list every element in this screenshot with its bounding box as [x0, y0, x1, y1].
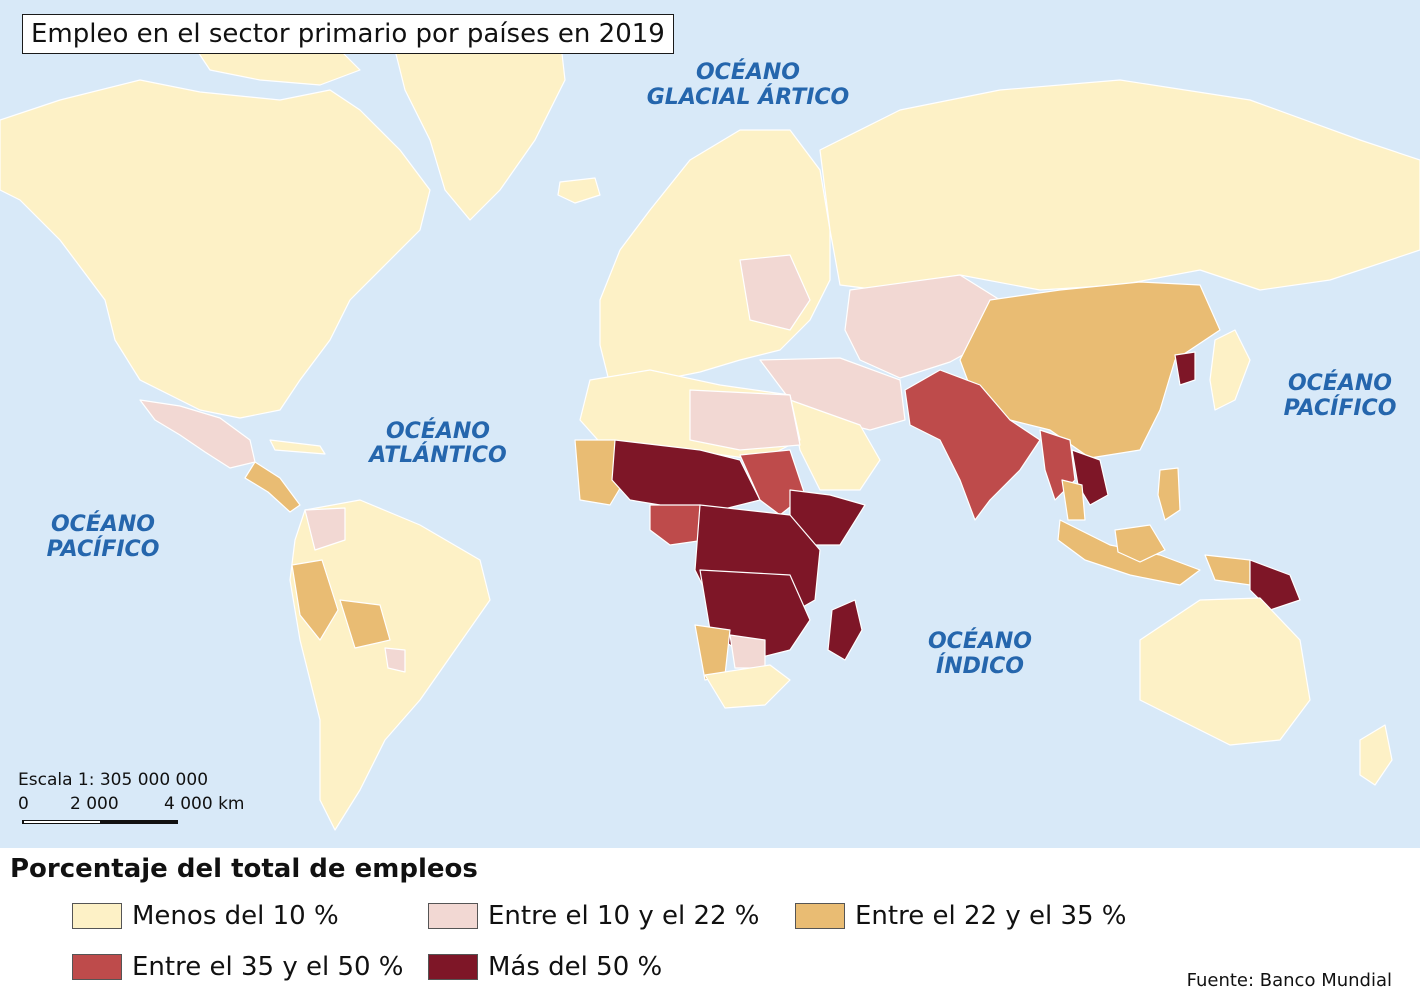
region-peru: [291, 559, 339, 641]
region-iceland: [557, 177, 601, 204]
legend-label: Menos del 10 %: [132, 901, 339, 931]
region-mexico: [139, 399, 256, 469]
scale-ticks: 0 2 000 4 000 km: [18, 794, 278, 824]
legend-label: Entre el 35 y el 50 %: [132, 952, 404, 982]
map-title: Empleo en el sector primario por países …: [22, 14, 674, 54]
atlantic-ocean-label-line1: OCÉANO: [386, 418, 490, 444]
ocean-labels: OCÉANO GLACIAL ÁRTICO OCÉANO ATLÁNTICO O…: [47, 59, 1397, 679]
legend-title: Porcentaje del total de empleos: [10, 854, 478, 884]
region-egypt-libya: [689, 389, 801, 451]
region-colombia: [304, 507, 346, 551]
map-panel: Empleo en el sector primario por países …: [0, 0, 1420, 848]
region-madagascar: [827, 599, 863, 661]
pacific-ocean-west-label-line1: OCÉANO: [51, 511, 155, 537]
legend-swatch: [72, 903, 122, 929]
world-map: [0, 29, 1420, 831]
region-west-africa: [574, 439, 626, 506]
legend-label: Entre el 22 y el 35 %: [855, 901, 1127, 931]
region-north-america: [0, 79, 431, 419]
scale-tick-4000: 4 000 km: [164, 794, 245, 814]
region-south-asia: [904, 369, 1041, 521]
region-bolivia: [339, 599, 391, 649]
region-arabia: [789, 399, 881, 491]
region-north-korea: [1174, 351, 1196, 386]
region-paraguay: [384, 647, 406, 673]
indian-ocean-label-line2: ÍNDICO: [936, 653, 1024, 679]
source-credit: Fuente: Banco Mundial: [1186, 970, 1392, 991]
region-new-zealand: [1359, 724, 1393, 786]
scale-label: Escala 1: 305 000 000: [18, 770, 209, 790]
region-japan: [1209, 329, 1251, 411]
region-nigeria: [649, 504, 706, 546]
region-borneo: [1114, 524, 1166, 563]
legend-item-22-35: Entre el 22 y el 35 %: [795, 901, 1127, 931]
legend-item-35-50: Entre el 35 y el 50 %: [72, 952, 404, 982]
region-central-america: [244, 461, 301, 513]
legend-swatch: [72, 954, 122, 980]
region-south-africa: [704, 664, 791, 709]
region-papua-new-guinea: [1249, 559, 1301, 611]
region-laos-cambodia: [1071, 449, 1109, 506]
scale-bar-block: Escala 1: 305 000 000 0 2 000 4 000 km: [18, 770, 278, 824]
pacific-ocean-east-label-line1: OCÉANO: [1288, 370, 1392, 396]
arctic-ocean-label-line1: OCÉANO: [696, 59, 800, 85]
scale-tick-0: 0: [18, 794, 29, 814]
pacific-ocean-east-label-line2: PACÍFICO: [1284, 395, 1397, 421]
legend-swatch: [428, 954, 478, 980]
legend-swatch: [428, 903, 478, 929]
region-central-asia: [844, 274, 1001, 379]
region-philippines: [1157, 467, 1181, 521]
legend-item-mas-50: Más del 50 %: [428, 952, 662, 982]
legend-label: Entre el 10 y el 22 %: [488, 901, 760, 931]
legend-label: Más del 50 %: [488, 952, 663, 982]
legend: Porcentaje del total de empleos Menos de…: [0, 848, 1420, 1001]
arctic-ocean-label-line2: GLACIAL ÁRTICO: [647, 84, 849, 110]
region-cuba: [269, 439, 326, 455]
scale-bar: [22, 820, 178, 824]
scale-bar-segment: [24, 821, 100, 823]
legend-item-10-22: Entre el 10 y el 22 %: [428, 901, 760, 931]
region-eastern-europe: [739, 254, 811, 331]
indian-ocean-label-line1: OCÉANO: [928, 628, 1032, 654]
pacific-ocean-west-label-line2: PACÍFICO: [47, 536, 160, 562]
region-thailand: [1061, 479, 1086, 521]
scale-tick-2000: 2 000: [70, 794, 119, 814]
atlantic-ocean-label-line2: ATLÁNTICO: [367, 442, 506, 468]
legend-swatch: [795, 903, 845, 929]
region-australia: [1139, 597, 1311, 746]
legend-item-menos-10: Menos del 10 %: [72, 901, 339, 931]
